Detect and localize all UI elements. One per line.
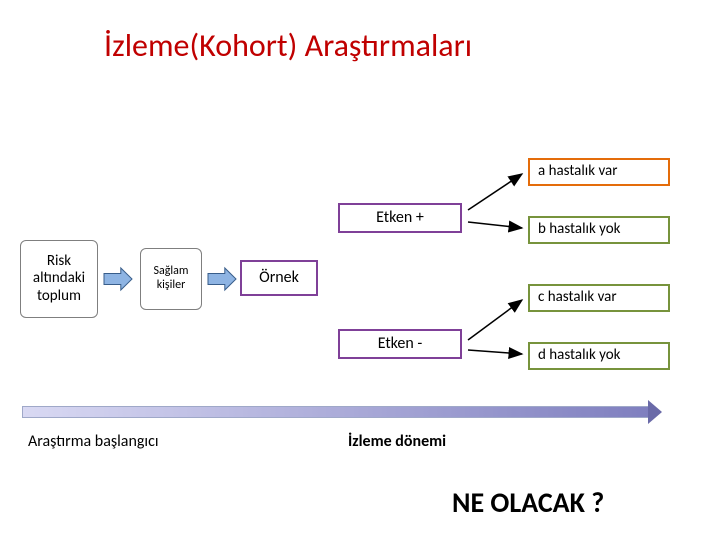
node-factor-plus-label: Etken + (376, 209, 424, 227)
outcome-d-label: d hastalık yok (538, 347, 621, 364)
outcome-a-label: a hastalık var (538, 163, 617, 180)
outcome-b-label: b hastalık yok (538, 221, 621, 238)
node-healthy-people-label: Sağlamkişiler (154, 265, 189, 293)
timeline-start-label: Araştırma başlangıcı (28, 432, 159, 451)
timeline-mid-label: İzleme dönemi (348, 432, 446, 451)
node-sample-label: Örnek (259, 269, 299, 287)
node-factor-minus: Etken - (338, 329, 462, 359)
outcome-b: b hastalık yok (528, 216, 670, 244)
footer-question: NE OLACAK ? (452, 485, 604, 520)
small-arrows (0, 0, 720, 540)
node-sample: Örnek (240, 260, 318, 296)
node-risk-population: Riskaltındakitoplum (20, 240, 98, 318)
outcome-arrows (0, 0, 720, 540)
outcome-a: a hastalık var (528, 158, 670, 186)
node-risk-population-label: Riskaltındakitoplum (33, 253, 85, 305)
outcome-c: c hastalık var (528, 284, 670, 312)
slide-title: İzleme(Kohort) Araştırmaları (104, 26, 472, 65)
outcome-c-label: c hastalık var (538, 289, 617, 306)
timeline-arrow (22, 400, 662, 424)
node-healthy-people: Sağlamkişiler (140, 248, 202, 310)
node-factor-plus: Etken + (338, 203, 462, 233)
node-factor-minus-label: Etken - (378, 335, 423, 353)
outcome-d: d hastalık yok (528, 342, 670, 370)
